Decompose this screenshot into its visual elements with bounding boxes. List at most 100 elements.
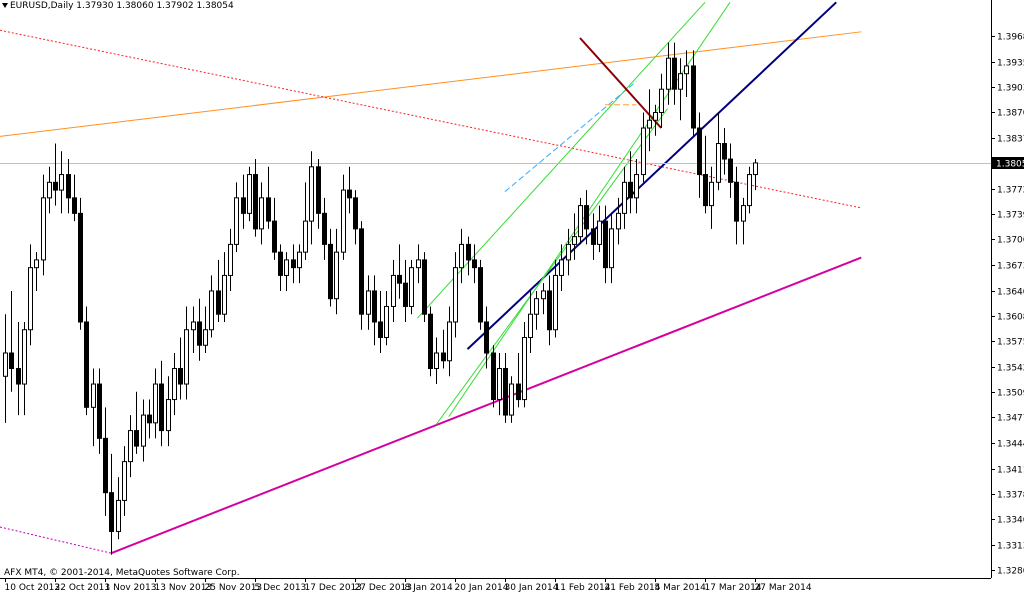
bear-candle-body [291, 259, 296, 269]
candle [328, 228, 333, 307]
bear-candle-body [53, 181, 58, 191]
candle [434, 337, 439, 385]
y-tick-label: 1.35750 [997, 338, 1024, 348]
candle [209, 275, 214, 338]
candle [422, 252, 427, 322]
bull-candle-body [191, 321, 196, 331]
bear-candle-body [316, 166, 321, 214]
bull-candle-body [709, 181, 714, 207]
candle [134, 391, 139, 454]
candle [316, 159, 321, 229]
bear-candle-body [359, 228, 364, 315]
candle [684, 50, 689, 97]
y-tick-label: 1.37720 [997, 186, 1024, 196]
candle [266, 166, 271, 229]
candle [78, 197, 83, 330]
bear-candle-body [722, 143, 727, 160]
candle [566, 228, 571, 276]
y-tick-label: 1.38700 [997, 109, 1024, 119]
price-axis: 1.39685 1.39355 1.39030 1.38700 1.38375 1.380… [991, 33, 1024, 577]
candle [66, 159, 71, 214]
bull-candle-body [309, 166, 314, 222]
bull-candle-body [34, 259, 39, 269]
candle [497, 353, 502, 416]
candle [103, 407, 108, 516]
candle [678, 58, 683, 121]
bear-candle-body [9, 352, 14, 370]
bear-candle-body [672, 57, 677, 90]
bear-candle-body [397, 274, 402, 284]
green-channel-middle [448, 2, 731, 417]
bear-candle-body [72, 197, 77, 214]
bear-candle-body [484, 321, 489, 354]
candle [628, 151, 633, 214]
bull-candle-body [209, 290, 214, 331]
current-price-layer: 1.38054 [992, 157, 1024, 170]
candle [578, 197, 583, 245]
bear-candle-body [103, 437, 108, 494]
candle [191, 306, 196, 354]
y-tick-label: 1.39685 [997, 33, 1024, 43]
bull-candle-body [641, 127, 646, 176]
candle [291, 244, 296, 284]
magenta-support-trendline [110, 256, 862, 555]
bull-candle-body [391, 274, 396, 307]
y-tick-label: 1.37065 [997, 236, 1024, 246]
candle [366, 275, 371, 330]
current-price-label: 1.38054 [996, 160, 1024, 170]
candle [72, 174, 77, 222]
candle [341, 174, 346, 260]
x-tick-label: 1 Nov 2013 [105, 583, 157, 593]
current-price-label-bg [992, 157, 1024, 169]
x-tick-label: 21 Feb 2014 [605, 583, 661, 593]
bull-candle-body [653, 111, 658, 121]
candle [259, 182, 264, 245]
candle [703, 135, 708, 214]
bull-candle-body [247, 174, 252, 214]
bear-candle-body [697, 127, 702, 176]
bull-candle-body [666, 57, 671, 90]
candle [22, 321, 27, 416]
bull-candle-body [416, 259, 421, 269]
bull-candle-body [578, 205, 583, 238]
candle [122, 446, 127, 516]
candle [466, 236, 471, 276]
lightblue-dashed-line [504, 81, 637, 193]
candle [347, 166, 352, 214]
bear-candle-body [347, 189, 352, 199]
candle [447, 306, 452, 377]
candle [691, 50, 696, 136]
symbol-label: EURUSD,Daily [10, 1, 74, 11]
bear-candle-body [134, 430, 139, 447]
bull-candle-body [153, 383, 158, 424]
candle [128, 415, 133, 478]
x-tick-label: 27 Dec 2013 [355, 583, 413, 593]
candle [234, 182, 239, 253]
candle [166, 376, 171, 447]
candle [547, 275, 552, 346]
bull-candle-body [366, 290, 371, 315]
y-tick-label: 1.34110 [997, 466, 1024, 476]
bear-candle-body [272, 220, 277, 253]
bull-candle-body [203, 329, 208, 346]
candle [728, 143, 733, 198]
bull-candle-body [616, 212, 621, 230]
candle [584, 190, 589, 245]
bear-candle-body [703, 174, 708, 207]
candle [203, 306, 208, 354]
bull-candle-body [597, 220, 602, 245]
bear-candle-body [253, 174, 258, 230]
candle [534, 290, 539, 330]
candle [241, 174, 246, 229]
x-tick-label: 5 Dec 2013 [255, 583, 307, 593]
bull-candle-body [384, 305, 389, 338]
bull-candle-body [453, 267, 458, 323]
bear-candle-body [197, 321, 202, 346]
bull-candle-body [122, 461, 127, 501]
bull-candle-body [659, 88, 664, 113]
candle [659, 73, 664, 129]
candle [528, 290, 533, 354]
candle [222, 252, 227, 322]
bull-candle-body [528, 313, 533, 338]
